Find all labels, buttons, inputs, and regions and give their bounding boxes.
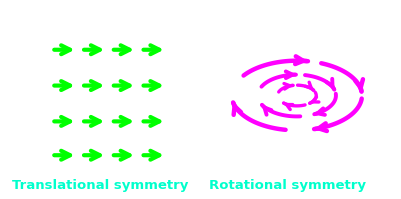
Text: Translational symmetry: Translational symmetry [12, 179, 188, 192]
Text: Rotational symmetry: Rotational symmetry [209, 179, 366, 192]
